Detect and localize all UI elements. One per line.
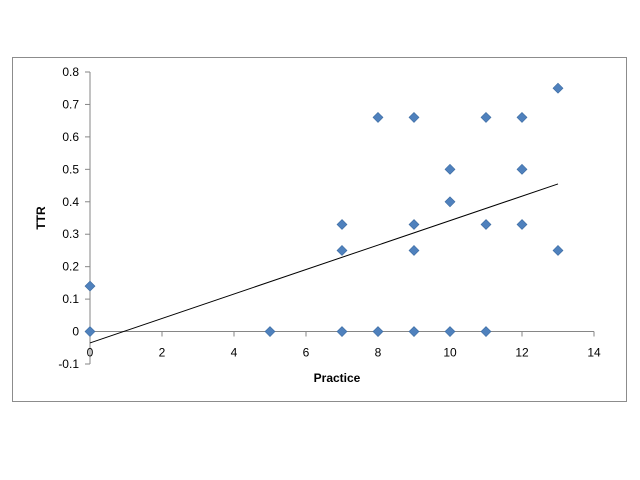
x-tick-label: 12 bbox=[515, 346, 529, 360]
data-points bbox=[84, 82, 564, 337]
data-point bbox=[444, 326, 456, 337]
x-tick-label: 0 bbox=[87, 346, 94, 360]
y-tick-label: 0.2 bbox=[62, 260, 79, 274]
data-point bbox=[516, 219, 528, 230]
y-tick-label: 0.3 bbox=[62, 227, 79, 241]
x-tick-label: 10 bbox=[443, 346, 457, 360]
x-axis-title: Practice bbox=[314, 371, 361, 385]
y-tick-label: 0.5 bbox=[62, 162, 79, 176]
data-point bbox=[552, 82, 564, 94]
x-tick-label: 2 bbox=[159, 346, 166, 360]
y-tick-label: -0.1 bbox=[58, 357, 79, 371]
data-point bbox=[552, 245, 564, 256]
y-axis-title: TTR bbox=[34, 206, 48, 230]
y-tick-label: 0.7 bbox=[62, 97, 79, 111]
data-point bbox=[84, 326, 96, 337]
trendline-group bbox=[89, 183, 559, 344]
x-tick-label: 6 bbox=[303, 346, 310, 360]
y-tick-label: 0.4 bbox=[62, 195, 79, 209]
data-point bbox=[408, 326, 420, 337]
y-tick-label: 0.6 bbox=[62, 130, 79, 144]
y-tick-label: 0.1 bbox=[62, 292, 79, 306]
data-point bbox=[444, 163, 456, 175]
data-point bbox=[84, 280, 96, 292]
data-point bbox=[480, 219, 492, 230]
chart-frame bbox=[12, 57, 627, 402]
data-point bbox=[264, 326, 276, 337]
data-point bbox=[336, 219, 348, 230]
data-point bbox=[480, 326, 492, 337]
data-point bbox=[408, 111, 420, 123]
data-point bbox=[480, 111, 492, 123]
trendline bbox=[89, 183, 559, 344]
data-point bbox=[336, 245, 348, 256]
y-tick-label: 0.8 bbox=[62, 65, 79, 79]
x-axis: 0 2 4 6 8 10 12 14 bbox=[87, 331, 601, 360]
x-tick-label: 14 bbox=[587, 346, 601, 360]
data-point bbox=[408, 245, 420, 256]
y-axis: -0.1 0 0.1 0.2 0.3 0.4 0.5 0.6 0.7 0.8 bbox=[58, 65, 91, 371]
data-point bbox=[408, 219, 420, 230]
data-point bbox=[444, 196, 456, 208]
x-tick-label: 4 bbox=[231, 346, 238, 360]
data-point bbox=[372, 111, 384, 123]
data-point bbox=[372, 326, 384, 337]
data-point bbox=[336, 326, 348, 337]
data-point bbox=[516, 163, 528, 175]
y-tick-label: 0 bbox=[72, 325, 79, 339]
data-point bbox=[516, 111, 528, 123]
x-tick-label: 8 bbox=[375, 346, 382, 360]
